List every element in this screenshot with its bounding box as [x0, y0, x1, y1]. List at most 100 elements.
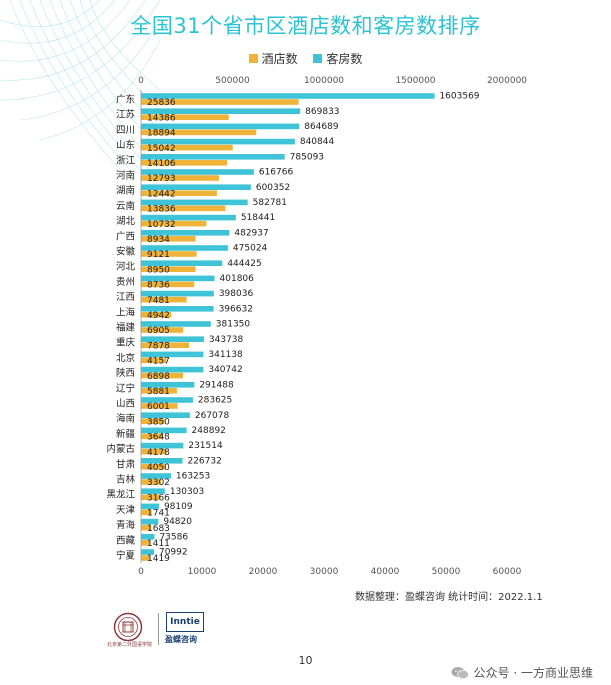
data-label-hotels: 3302: [147, 478, 170, 488]
data-label-hotels: 10732: [147, 220, 176, 230]
x-bottom-tick-label: 40000: [371, 567, 400, 577]
bar-hotels: [141, 160, 228, 166]
category-label: 浙江: [116, 154, 136, 166]
data-label-hotels: 4157: [147, 357, 170, 367]
data-label-hotels: 3850: [147, 417, 170, 427]
x-top-tick-label: 0: [138, 76, 144, 86]
data-label-rooms: 73586: [159, 532, 188, 542]
bar-hotels: [141, 372, 184, 379]
legend-label-rooms: 客房数: [326, 52, 363, 66]
data-label-hotels: 5881: [147, 387, 170, 397]
data-label-rooms: 518441: [241, 213, 275, 223]
bar-rooms: [141, 184, 251, 190]
bar-rooms: [141, 336, 204, 342]
data-label-hotels: 15042: [147, 144, 176, 154]
bar-hotels: [141, 205, 226, 212]
category-label: 内蒙古: [106, 443, 135, 455]
data-label-hotels: 8950: [147, 265, 170, 275]
data-label-rooms: 248892: [192, 426, 226, 436]
data-label-hotels: 7481: [147, 296, 170, 306]
bar-rooms: [141, 275, 215, 282]
legend-label-hotels: 酒店数: [261, 52, 298, 66]
data-label-rooms: 582781: [253, 198, 287, 208]
x-top-tick-label: 2000000: [487, 76, 527, 86]
category-label: 江苏: [116, 109, 136, 121]
data-label-hotels: 9121: [147, 250, 170, 260]
bar-hotels: [141, 281, 195, 288]
data-label-hotels: 1683: [147, 524, 170, 534]
category-label: 新疆: [116, 428, 136, 440]
data-label-rooms: 163253: [176, 472, 210, 482]
data-label-rooms: 231514: [188, 441, 223, 451]
bar-rooms: [141, 306, 214, 312]
data-label-hotels: 6898: [147, 372, 170, 382]
bar-hotels: [141, 433, 164, 440]
category-label: 北京: [116, 352, 135, 364]
bar-rooms: [141, 199, 248, 206]
bar-rooms: [141, 534, 155, 540]
bar-rooms: [141, 351, 204, 358]
category-label: 西藏: [116, 534, 136, 546]
legend-item-rooms: 客房数: [313, 50, 362, 67]
data-label-hotels: 1419: [147, 554, 170, 564]
data-label-rooms: 482937: [234, 228, 268, 238]
bar-rooms: [141, 427, 187, 434]
category-label: 广东: [116, 94, 135, 106]
category-label: 贵州: [116, 276, 135, 288]
bar-hotels: [141, 342, 190, 348]
category-label: 河北: [116, 261, 136, 273]
bar-rooms: [141, 458, 183, 464]
x-top-tick-label: 1500000: [395, 76, 435, 86]
bar-rooms: [141, 169, 254, 175]
category-label: 四川: [116, 125, 135, 136]
x-bottom-tick-label: 10000: [188, 567, 217, 577]
category-label: 上海: [116, 306, 136, 318]
data-label-rooms: 444425: [227, 259, 261, 269]
data-label-rooms: 401806: [220, 274, 255, 284]
data-label-hotels: 4050: [147, 463, 170, 473]
data-label-hotels: 8934: [147, 235, 170, 245]
bar-rooms: [141, 138, 295, 145]
data-label-hotels: 1741: [147, 509, 170, 519]
category-label: 广西: [116, 230, 135, 242]
bar-rooms: [141, 154, 285, 160]
data-label-rooms: 130303: [170, 487, 204, 497]
school-seal-icon: [113, 612, 143, 642]
bar-hotels: [141, 129, 257, 136]
brand-logo: Inntie: [166, 612, 204, 632]
bar-rooms: [141, 214, 236, 221]
data-label-rooms: 291488: [199, 380, 234, 390]
data-label-rooms: 398036: [219, 289, 254, 299]
bar-hotels: [141, 175, 220, 181]
bar-rooms: [141, 230, 230, 236]
bar-rooms: [141, 382, 195, 388]
x-top-tick-label: 500000: [215, 76, 250, 86]
legend-swatch-rooms: [313, 54, 323, 63]
data-label-rooms: 869833: [305, 107, 339, 117]
bar-hotels: [141, 99, 299, 105]
bar-rooms: [141, 518, 159, 525]
category-label: 湖南: [116, 185, 135, 197]
data-label-hotels: 8736: [147, 281, 170, 291]
data-label-hotels: 4178: [147, 448, 170, 458]
watermark: 公众号 · 一方商业思维: [451, 664, 593, 681]
category-label: 河南: [116, 170, 135, 182]
brand-name: 盈蝶咨询: [165, 635, 197, 644]
data-label-rooms: 864689: [304, 122, 339, 132]
data-label-hotels: 1411: [147, 539, 170, 549]
chart-legend: 酒店数 客房数: [0, 50, 611, 67]
category-label: 云南: [116, 200, 135, 212]
logo-divider: [158, 613, 159, 645]
category-label: 安徽: [116, 246, 136, 258]
data-label-hotels: 12442: [147, 189, 176, 199]
bar-hotels: [141, 494, 161, 500]
bar-hotels: [141, 312, 172, 318]
data-label-rooms: 70992: [159, 548, 188, 558]
category-label: 山东: [116, 139, 135, 151]
bar-hotels: [141, 479, 162, 485]
category-label: 山西: [116, 399, 135, 410]
category-label: 甘肃: [116, 458, 135, 470]
category-label: 天津: [116, 505, 136, 516]
data-label-hotels: 12793: [147, 174, 176, 184]
bar-hotels: [141, 403, 178, 409]
